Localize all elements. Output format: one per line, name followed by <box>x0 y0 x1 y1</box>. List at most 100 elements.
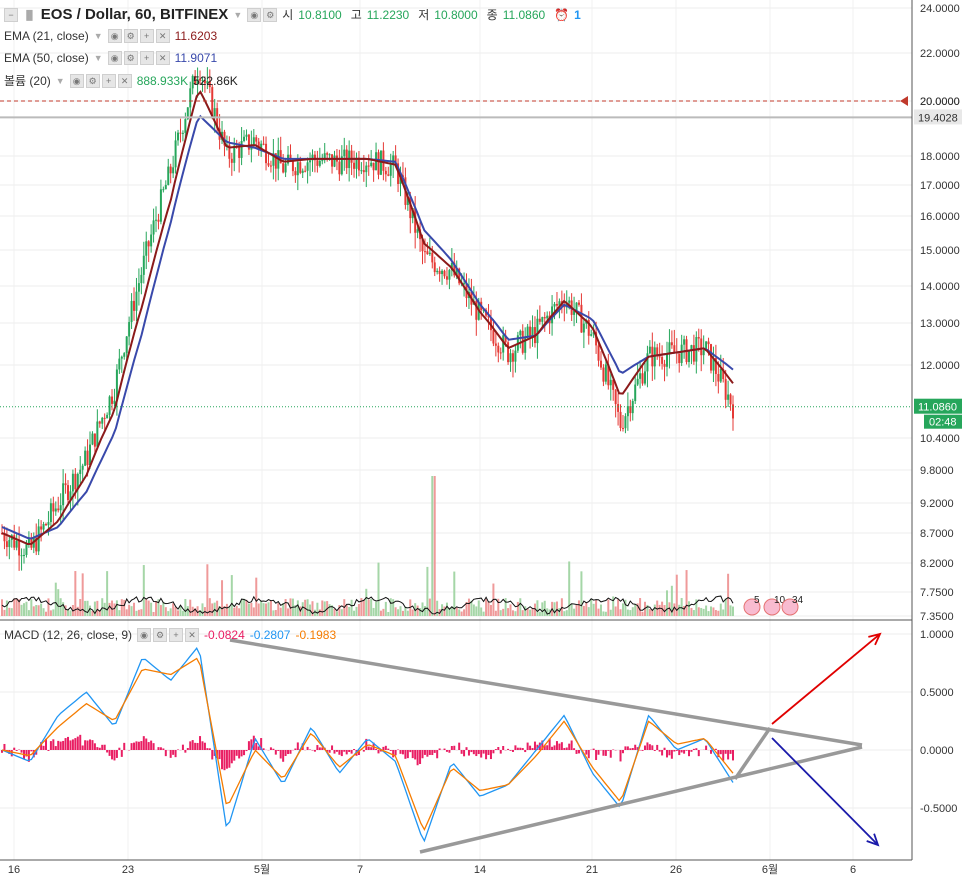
volume-bar <box>247 603 250 616</box>
ema21-label[interactable]: EMA (21, close) <box>4 29 89 43</box>
volume-bar <box>609 609 612 616</box>
candle-body <box>597 345 600 361</box>
time-axis[interactable]: 16 23 5월 7 14 21 26 6월 6 <box>8 863 856 876</box>
price-tick-label: 10.4000 <box>920 433 960 445</box>
volume-bar <box>431 476 434 616</box>
event-icons[interactable]: 5 10 34 <box>743 595 804 616</box>
volume-label[interactable]: 볼륨 (20) <box>4 74 51 88</box>
alert-count[interactable]: 1 <box>574 7 581 22</box>
blue-arrow-line[interactable] <box>771 737 879 846</box>
macd-hist-bar <box>526 742 529 750</box>
eye-icon[interactable]: ◉ <box>137 628 152 642</box>
gear-icon[interactable]: ⚙ <box>85 73 100 88</box>
plus-icon[interactable]: + <box>169 628 184 642</box>
close-icon[interactable]: ✕ <box>155 51 170 65</box>
volume-bar <box>614 606 617 616</box>
volume-bar <box>458 609 461 616</box>
close-icon[interactable]: ✕ <box>117 73 132 88</box>
volume-bar <box>355 606 358 616</box>
price-axis[interactable]: 24.0000 22.0000 20.0000 18.0000 17.0000 16.00… <box>914 3 962 623</box>
volume-bar <box>89 605 92 616</box>
us-flag-event-icon[interactable] <box>743 598 761 616</box>
gear-icon[interactable]: ⚙ <box>153 628 168 642</box>
macd-hist-bar <box>169 750 172 758</box>
close-icon[interactable]: ✕ <box>185 628 200 642</box>
chevron-down-icon[interactable]: ▼ <box>55 75 65 86</box>
price-tick-label: 15.0000 <box>920 245 960 257</box>
candle-body <box>93 433 96 447</box>
chevron-down-icon[interactable]: ▼ <box>93 31 103 41</box>
macd-hist-bar <box>502 746 505 750</box>
eye-icon[interactable]: ◉ <box>107 51 122 65</box>
macd-hist-bar <box>680 750 683 753</box>
macd-hist-bar <box>164 750 167 757</box>
red-level-label: 20.0000 <box>920 96 960 108</box>
projection-arrows[interactable] <box>771 632 882 847</box>
macd-label[interactable]: MACD (12, 26, close, 9) <box>4 628 133 642</box>
macd-hist-bar <box>228 750 231 768</box>
volume-bar <box>30 599 33 616</box>
candle-body <box>343 149 346 157</box>
upper-trendline[interactable] <box>229 638 863 747</box>
volume-bar <box>714 610 717 616</box>
candle-body <box>543 317 546 319</box>
symbol-title[interactable]: EOS / Dollar, 60, BITFINEX <box>40 6 229 23</box>
blue-arrow-head[interactable] <box>866 833 880 847</box>
volume-bar <box>480 607 483 616</box>
volume-bar <box>111 600 114 616</box>
candle-body <box>177 132 180 141</box>
volume-bar <box>318 609 321 616</box>
us-flag-event-icon[interactable] <box>781 598 799 616</box>
alarm-clock-icon[interactable]: ⏰ <box>554 7 570 22</box>
close-icon[interactable]: ✕ <box>155 29 170 43</box>
eye-icon[interactable]: ◉ <box>69 73 84 88</box>
candle-body <box>157 219 160 222</box>
macd-hist-bar <box>668 750 671 756</box>
candle-body <box>230 158 233 163</box>
plus-icon[interactable]: + <box>101 73 116 88</box>
candle-body <box>252 137 255 146</box>
eye-icon[interactable]: ◉ <box>107 29 122 43</box>
macd-axis[interactable]: 1.0000 0.5000 0.0000 -0.5000 <box>920 629 957 815</box>
macd-hist-bar <box>732 750 734 761</box>
candle-body <box>159 189 162 222</box>
collapse-icon[interactable]: − <box>4 7 18 22</box>
red-arrow-line[interactable] <box>771 633 881 725</box>
candle-body <box>592 332 595 335</box>
volume-bar <box>91 610 94 616</box>
macd-hist-bar <box>274 750 277 755</box>
breakout-connector[interactable] <box>733 727 772 780</box>
volume-bar <box>245 599 248 616</box>
gear-icon[interactable]: ⚙ <box>123 51 138 65</box>
gear-icon[interactable]: ⚙ <box>123 29 138 43</box>
candle-body <box>563 305 566 308</box>
volume-bar <box>419 608 422 616</box>
macd-hist-bar <box>531 748 534 750</box>
eye-icon[interactable]: ◉ <box>247 7 262 22</box>
lower-trendline[interactable] <box>419 745 863 854</box>
triangle-trendlines[interactable] <box>229 638 863 854</box>
candle-body <box>646 353 649 372</box>
macd-hist-bar <box>111 750 114 760</box>
ema50-label[interactable]: EMA (50, close) <box>4 51 89 65</box>
volume-bar <box>120 599 123 616</box>
us-flag-event-icon[interactable] <box>763 598 781 616</box>
plus-icon[interactable]: + <box>139 51 154 65</box>
volume-bar <box>260 600 263 616</box>
red-arrow-head[interactable] <box>868 632 882 646</box>
chevron-down-icon[interactable]: ▼ <box>93 53 103 63</box>
plus-icon[interactable]: + <box>139 29 154 43</box>
volume-bar <box>573 608 576 616</box>
volume-bar <box>316 602 319 616</box>
volume-bar <box>529 609 532 616</box>
alert-marker-icon[interactable] <box>900 96 908 106</box>
chevron-down-icon[interactable]: ▼ <box>233 9 243 20</box>
gear-icon[interactable]: ⚙ <box>263 7 278 22</box>
price-tick-label: 9.8000 <box>920 465 954 477</box>
volume-bar <box>159 605 162 616</box>
volume-bar <box>531 607 534 616</box>
candle-body <box>238 147 241 158</box>
candle-body <box>181 132 184 134</box>
macd-hist-bar <box>32 750 35 758</box>
